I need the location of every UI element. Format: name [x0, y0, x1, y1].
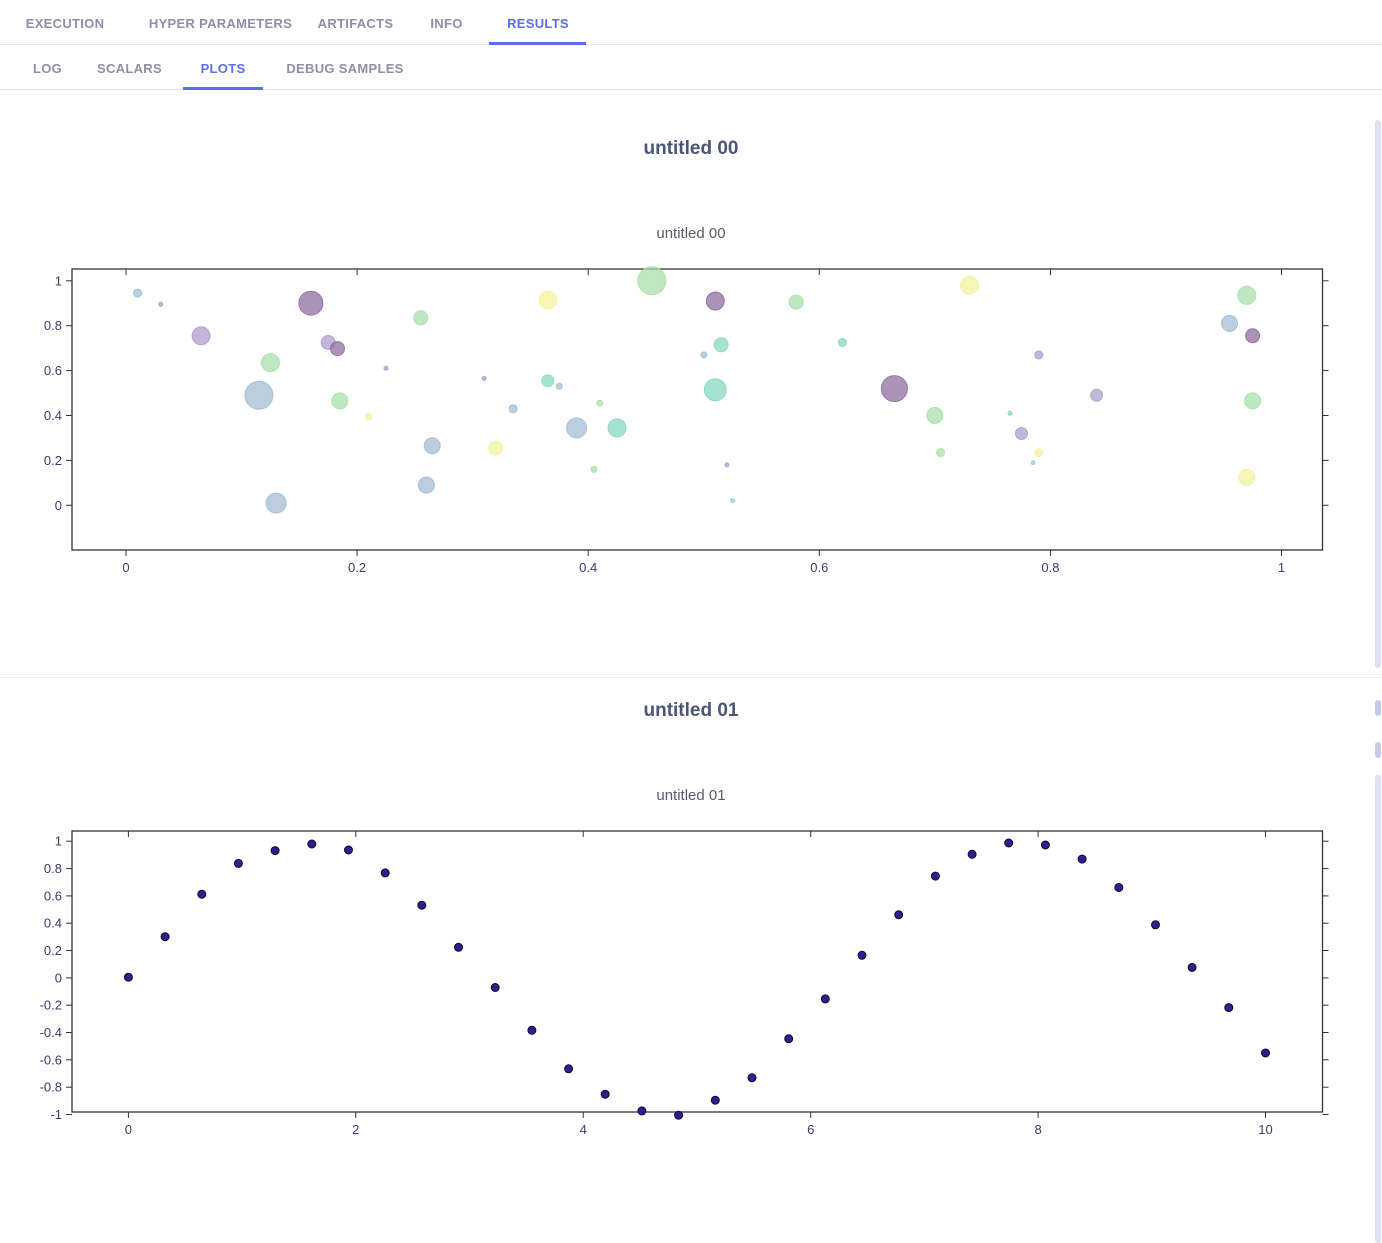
svg-text:0: 0 — [55, 970, 62, 985]
svg-text:0.2: 0.2 — [44, 453, 62, 468]
svg-text:0.2: 0.2 — [44, 943, 62, 958]
svg-text:10: 10 — [1258, 1122, 1272, 1137]
svg-text:-0.4: -0.4 — [40, 1025, 62, 1040]
svg-text:0.8: 0.8 — [44, 318, 62, 333]
svg-text:0: 0 — [55, 498, 62, 513]
svg-text:8: 8 — [1034, 1122, 1041, 1137]
svg-text:-0.2: -0.2 — [40, 998, 62, 1013]
svg-text:0.4: 0.4 — [579, 560, 597, 575]
svg-text:0.6: 0.6 — [44, 363, 62, 378]
svg-text:-0.6: -0.6 — [40, 1052, 62, 1067]
svg-text:0.8: 0.8 — [1041, 560, 1059, 575]
svg-text:1: 1 — [55, 273, 62, 288]
svg-text:1: 1 — [1278, 560, 1285, 575]
svg-text:0: 0 — [122, 560, 129, 575]
svg-text:0.4: 0.4 — [44, 408, 62, 423]
svg-text:0.8: 0.8 — [44, 861, 62, 876]
svg-text:-0.8: -0.8 — [40, 1080, 62, 1095]
svg-text:0.2: 0.2 — [348, 560, 366, 575]
svg-text:1: 1 — [55, 834, 62, 849]
svg-text:4: 4 — [580, 1122, 587, 1137]
svg-text:-1: -1 — [50, 1107, 62, 1122]
svg-text:0: 0 — [125, 1122, 132, 1137]
svg-text:0.6: 0.6 — [44, 888, 62, 903]
svg-text:0.6: 0.6 — [810, 560, 828, 575]
svg-text:0.4: 0.4 — [44, 916, 62, 931]
svg-text:2: 2 — [352, 1122, 359, 1137]
svg-text:6: 6 — [807, 1122, 814, 1137]
